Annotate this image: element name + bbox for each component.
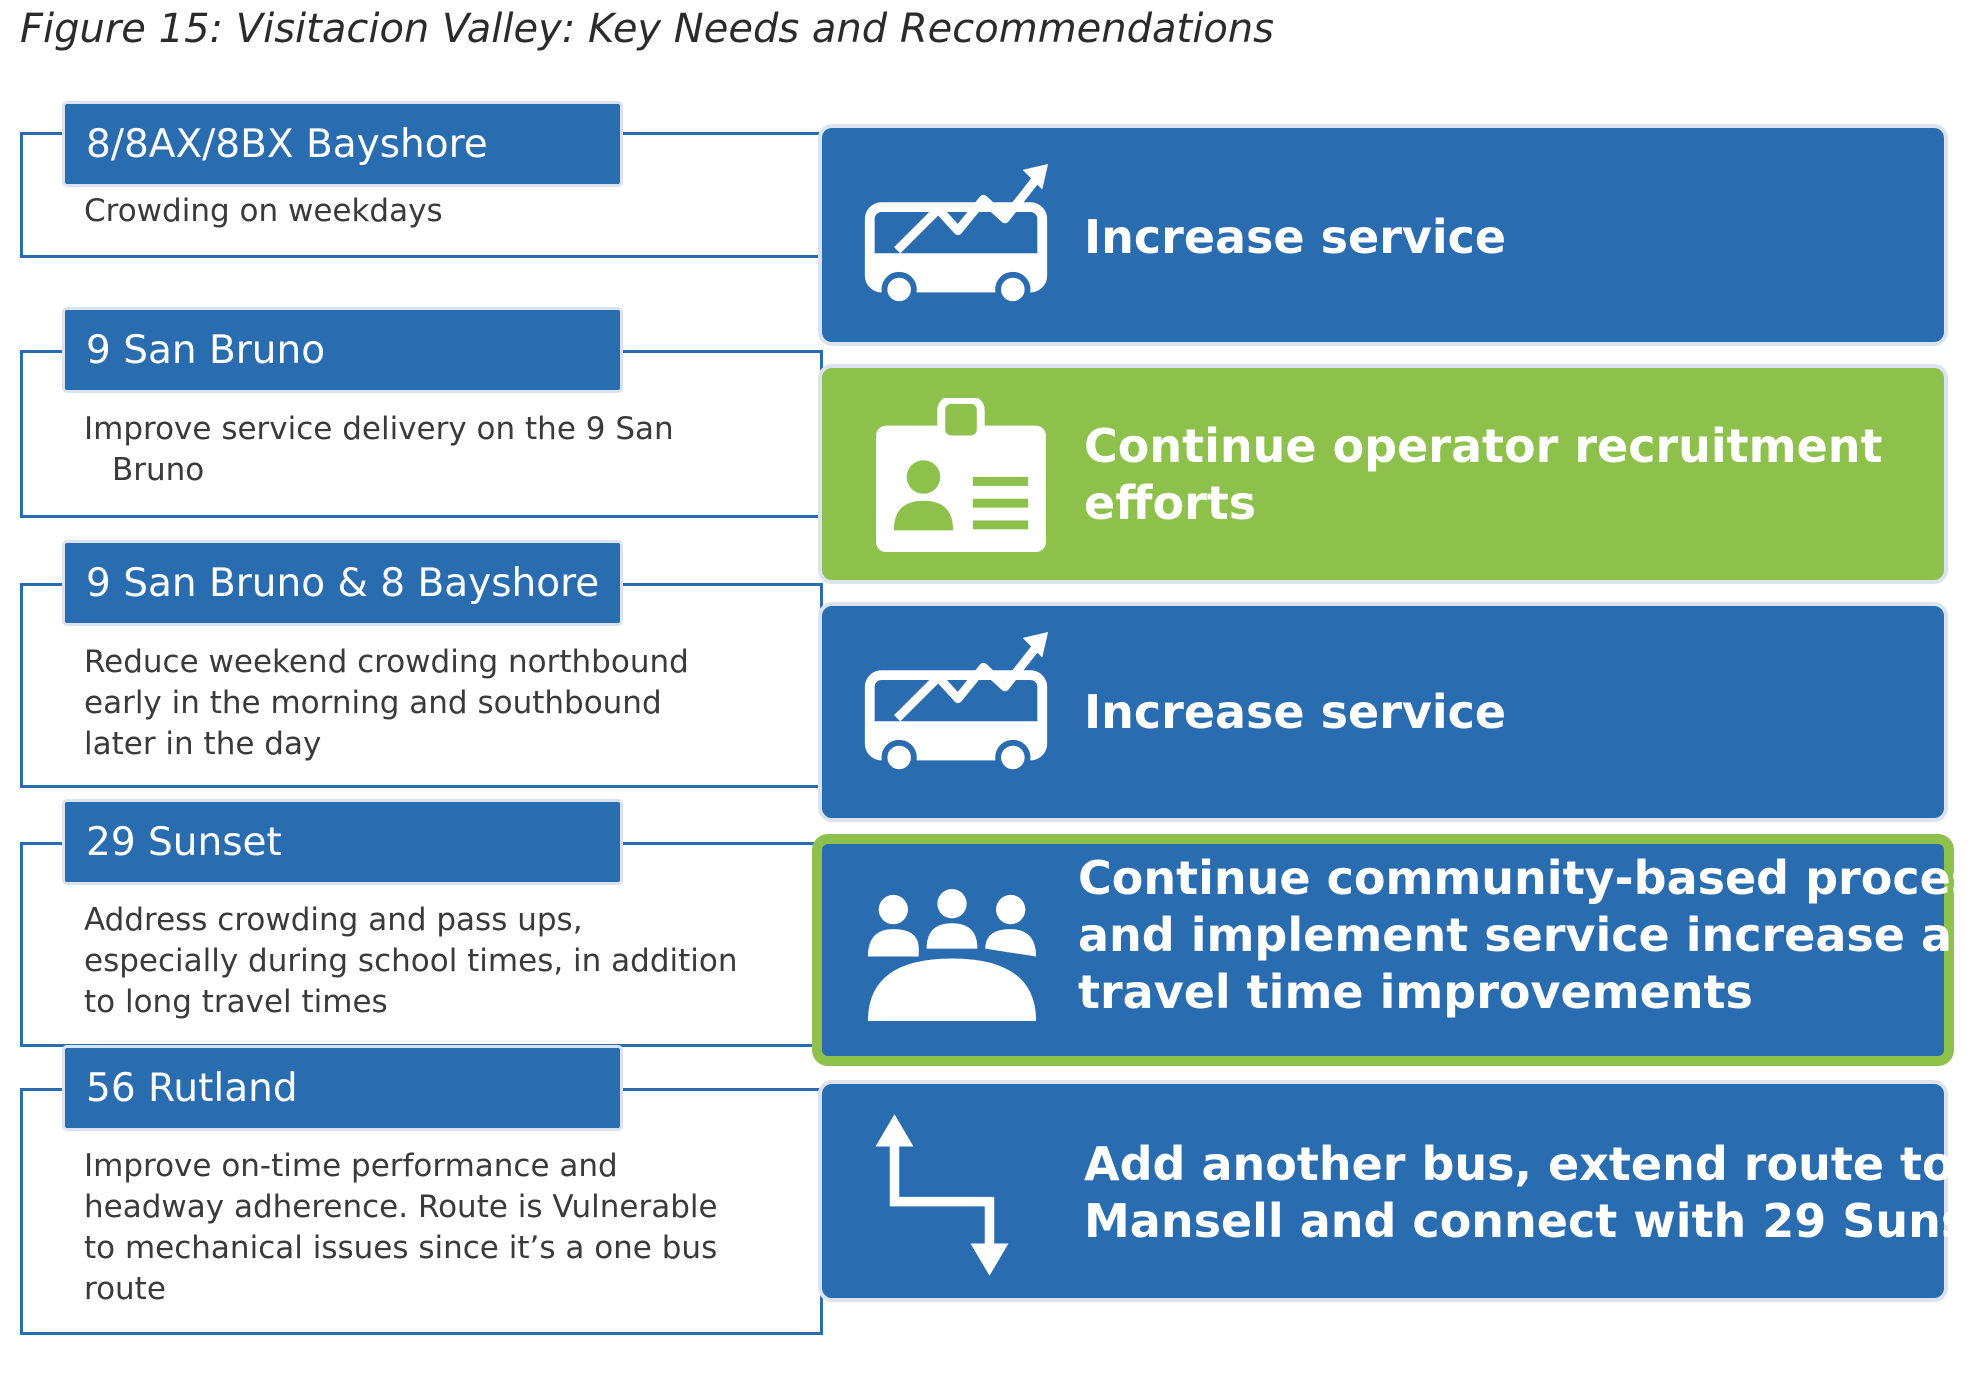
route-label-9-san-bruno: 9 San Bruno: [62, 307, 623, 393]
recommendation-line: and implement service increase and: [1078, 908, 1968, 962]
need-description-line: route: [84, 1271, 166, 1307]
route-label-8-bayshore: 8/8AX/8BX Bayshore: [62, 101, 623, 187]
recommendation-line: Continue community-based process: [1078, 851, 1968, 905]
recommendation-panel-operator-recruitment: Continue operator recruitment efforts: [818, 364, 1948, 584]
need-description-line: Crowding on weekdays: [84, 193, 443, 229]
recommendation-line: travel time improvements: [1078, 965, 1753, 1019]
need-description-line: Bruno: [112, 452, 205, 488]
recommendation-text: Increase service: [1084, 684, 1506, 741]
need-description-sunset: Address crowding and pass ups, especiall…: [84, 900, 738, 1023]
recommendation-text: Add another bus, extend route to Mansell…: [1084, 1136, 1968, 1250]
recommendation-line: Add another bus, extend route to: [1084, 1137, 1954, 1191]
recommendation-text: Increase service: [1084, 209, 1506, 266]
need-description-line: Address crowding and pass ups,: [84, 902, 583, 938]
need-description-line: Reduce weekend crowding northbound: [84, 644, 689, 680]
bus-trend-up-icon: [864, 632, 1049, 776]
need-description-san-bruno: Improve service delivery on the 9 San Br…: [84, 409, 674, 491]
need-description-bayshore: Crowding on weekdays: [84, 191, 443, 232]
community-meeting-icon: [867, 889, 1037, 1022]
recommendation-text: Continue operator recruitment efforts: [1084, 418, 1883, 532]
recommendation-line: Mansell and connect with 29 Sunset: [1084, 1194, 1968, 1248]
recommendation-line: Continue operator recruitment: [1084, 419, 1883, 473]
need-description-line: Improve on-time performance and: [84, 1148, 618, 1184]
recommendation-line: efforts: [1084, 476, 1257, 530]
route-extension-arrows-icon: [875, 1114, 1009, 1276]
recommendation-line: Increase service: [1084, 210, 1507, 264]
need-description-line: Improve service delivery on the 9 San: [84, 411, 674, 447]
bus-trend-up-icon: [864, 164, 1049, 308]
figure-title: Figure 15: Visitacion Valley: Key Needs …: [20, 6, 1274, 52]
recommendation-panel-increase-service-2: Increase service: [818, 602, 1948, 822]
need-description-line: early in the morning and southbound: [84, 685, 662, 721]
need-description-line: later in the day: [84, 726, 322, 762]
id-badge-icon: [876, 398, 1046, 553]
route-label-9-san-bruno-8-bayshore: 9 San Bruno & 8 Bayshore: [62, 540, 623, 626]
recommendation-panel-add-bus-extend-route: Add another bus, extend route to Mansell…: [818, 1080, 1968, 1302]
need-description-rutland: Improve on-time performance and headway …: [84, 1146, 718, 1310]
need-description-line: to long travel times: [84, 984, 388, 1020]
route-label-29-sunset: 29 Sunset: [62, 799, 623, 885]
recommendation-panel-community-process: Continue community-based process and imp…: [812, 834, 1968, 1066]
recommendation-panel-increase-service: Increase service: [818, 124, 1948, 346]
need-description-line: headway adherence. Route is Vulnerable: [84, 1189, 718, 1225]
recommendation-line: Increase service: [1084, 685, 1507, 739]
need-description-line: to mechanical issues since it’s a one bu…: [84, 1230, 718, 1266]
recommendation-text: Continue community-based process and imp…: [1078, 850, 1968, 1021]
need-description-line: especially during school times, in addit…: [84, 943, 738, 979]
route-label-56-rutland: 56 Rutland: [62, 1045, 623, 1131]
need-description-san-bruno-bayshore: Reduce weekend crowding northbound early…: [84, 642, 689, 765]
